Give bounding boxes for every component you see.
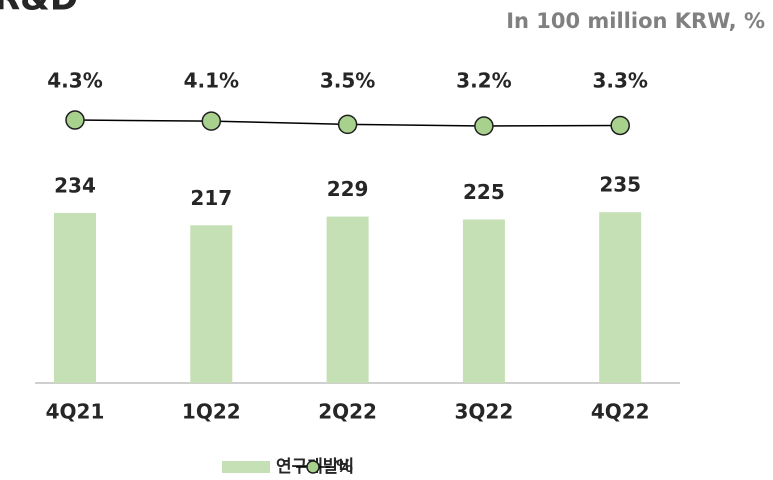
legend-swatch: [222, 461, 270, 473]
line-value-label: 3.5%: [320, 69, 375, 93]
chart-title: R&D: [0, 0, 78, 19]
bar-value-label: 217: [190, 186, 232, 210]
legend-marker: [306, 460, 320, 474]
legend-label: %: [336, 457, 353, 477]
line-value-label: 3.2%: [456, 69, 511, 93]
bar: [326, 216, 369, 383]
bar-value-label: 235: [599, 173, 641, 197]
line-value-label: 4.1%: [184, 69, 239, 93]
line-marker: [337, 114, 358, 135]
bar-value-label: 229: [327, 177, 369, 201]
bar-value-label: 225: [463, 180, 505, 204]
line-marker: [474, 116, 494, 136]
line-marker: [65, 110, 85, 130]
line-value-label: 3.3%: [592, 69, 647, 93]
x-tick-label: 3Q22: [455, 400, 514, 424]
x-tick-label: 4Q21: [46, 400, 105, 424]
line-marker: [610, 115, 630, 136]
x-tick-label: 1Q22: [182, 400, 241, 424]
line-value-label: 4.3%: [47, 69, 102, 93]
chart-subtitle: In 100 million KRW, %: [506, 9, 765, 33]
x-tick-label: 2Q22: [318, 400, 377, 424]
bar: [190, 225, 233, 383]
bar: [462, 219, 505, 383]
bar: [54, 212, 96, 383]
bar-value-label: 234: [54, 173, 96, 197]
x-tick-label: 4Q22: [591, 400, 650, 424]
bar: [599, 212, 642, 383]
line-marker: [201, 111, 222, 131]
